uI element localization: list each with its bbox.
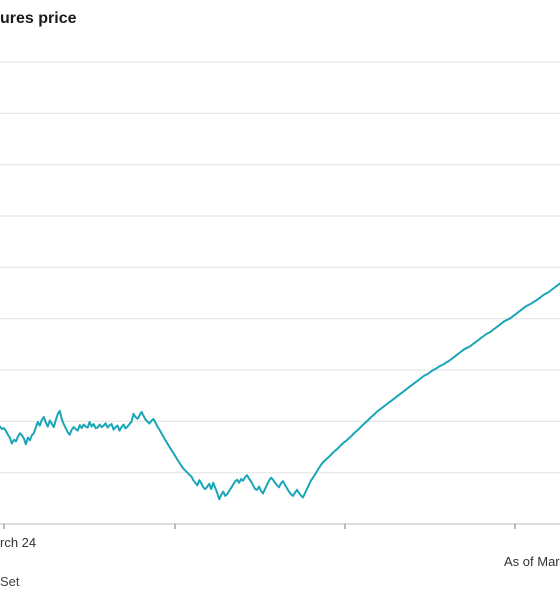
price-series-line — [0, 282, 560, 501]
x-tick-label: rch 24 — [0, 535, 36, 550]
gridlines — [0, 61, 560, 474]
x-axis-ticks: rch 24 — [0, 524, 516, 550]
source-note: Set — [0, 574, 20, 589]
price-points — [0, 280, 560, 499]
as-of-note: As of Marc — [504, 554, 560, 569]
chart-title: ures price — [0, 10, 77, 27]
